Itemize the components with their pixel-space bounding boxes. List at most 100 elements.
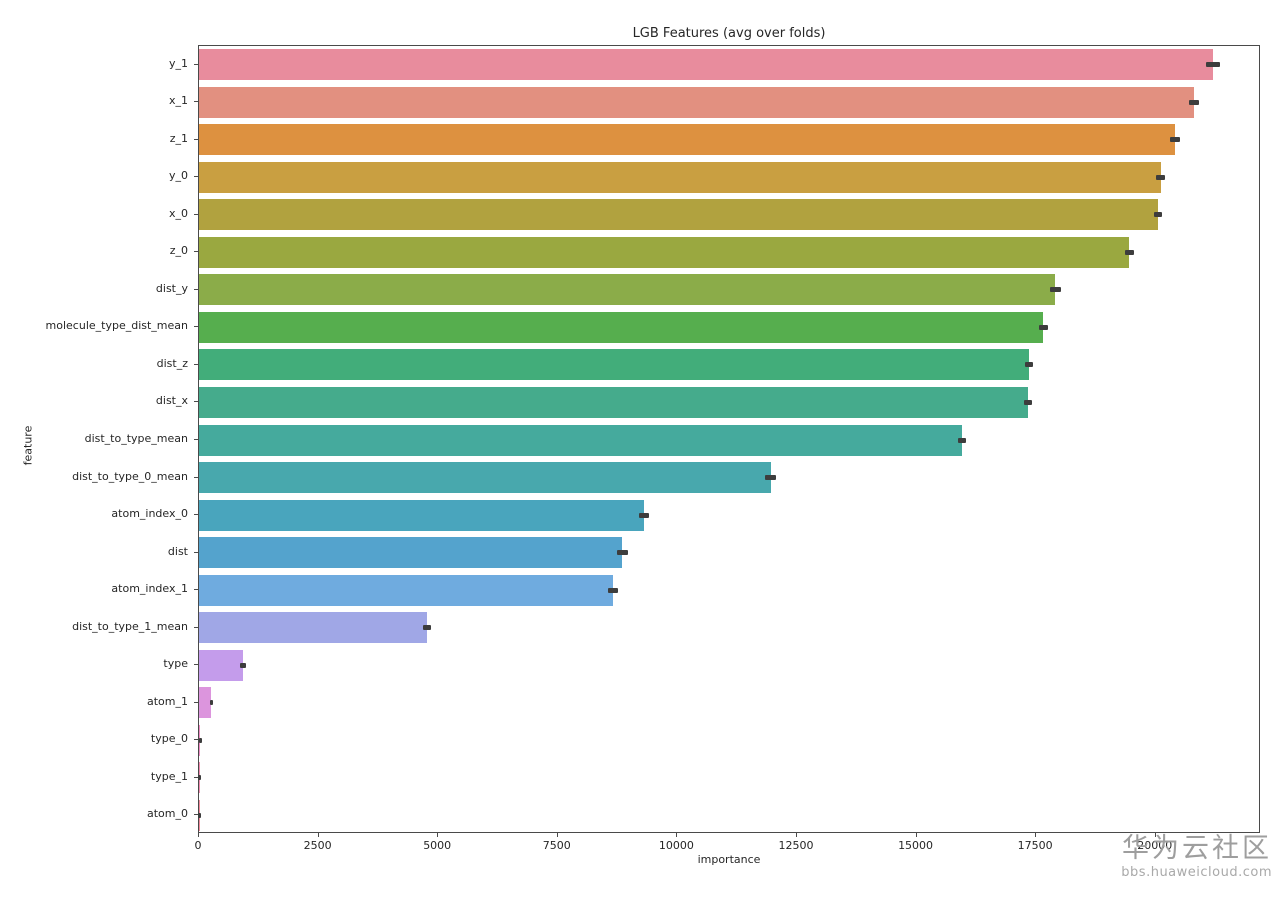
y-tick-label-y_0: y_0 (168, 169, 188, 183)
error-bar-z_1 (1169, 137, 1180, 143)
y-tick (194, 814, 198, 816)
bar-dist_z (199, 349, 1029, 381)
x-tick-label-12500: 12500 (778, 839, 814, 852)
y-tick (194, 701, 198, 703)
y-tick (194, 63, 198, 65)
y-tick-label-atom_0: atom_0 (147, 807, 188, 821)
x-tick (915, 833, 917, 837)
error-bar-dist_to_type_1_mean (422, 625, 431, 631)
bar-z_1 (199, 124, 1175, 156)
y-tick (194, 401, 198, 403)
bar-type (199, 649, 243, 681)
y-tick (194, 476, 198, 478)
error-bar-atom_index_0 (639, 512, 649, 518)
error-bar-y_0 (1155, 174, 1166, 180)
x-tick (676, 833, 678, 837)
y-tick-label-type_1: type_1 (150, 769, 188, 783)
y-tick (194, 551, 198, 553)
watermark-url-text: bbs.huaweicloud.com (1121, 864, 1272, 880)
error-bar-dist_x (1023, 399, 1033, 405)
y-tick (194, 138, 198, 140)
x-tick (1154, 833, 1156, 837)
x-tick-label-20000: 20000 (1137, 839, 1173, 852)
y-tick (194, 176, 198, 178)
y-tick (194, 213, 198, 215)
x-tick-label-0: 0 (194, 839, 202, 852)
error-bar-dist_z (1024, 362, 1034, 368)
y-tick-label-x_1: x_1 (168, 94, 188, 108)
bar-dist_to_type_1_mean (199, 612, 427, 644)
y-tick-label-x_0: x_0 (168, 206, 188, 220)
y-tick-label-atom_1: atom_1 (147, 694, 188, 708)
bar-x_0 (199, 199, 1159, 231)
plot-area (197, 45, 1260, 833)
x-axis-label: importance (697, 853, 761, 866)
y-tick-label-type: type (163, 657, 188, 671)
error-bar-molecule_type_dist_mean (1039, 324, 1048, 330)
y-tick (194, 589, 198, 591)
error-bar-type_1 (197, 775, 201, 781)
y-tick (194, 739, 198, 741)
y-tick (194, 626, 198, 628)
bar-z_0 (199, 236, 1130, 268)
y-tick-label-dist_z: dist_z (156, 356, 188, 370)
x-tick-label-7500: 7500 (542, 839, 571, 852)
error-bar-z_0 (1124, 249, 1135, 255)
y-tick-label-atom_index_1: atom_index_1 (111, 582, 188, 596)
y-tick (194, 776, 198, 778)
x-tick (1035, 833, 1037, 837)
bar-atom_1 (199, 687, 212, 719)
bar-dist_x (199, 386, 1029, 418)
bar-dist_to_type_mean (199, 424, 962, 456)
y-tick-label-dist_x: dist_x (155, 394, 188, 408)
y-tick-label-dist: dist (167, 544, 188, 558)
bar-dist (199, 537, 623, 569)
bar-y_1 (199, 49, 1214, 81)
x-tick-label-17500: 17500 (1017, 839, 1053, 852)
error-bar-atom_0 (197, 812, 201, 818)
y-tick (194, 251, 198, 253)
y-tick-label-type_0: type_0 (150, 732, 188, 746)
y-tick-label-dist_to_type_1_mean: dist_to_type_1_mean (72, 619, 188, 633)
bar-atom_index_1 (199, 574, 613, 606)
y-tick-label-molecule_type_dist_mean: molecule_type_dist_mean (45, 319, 188, 333)
error-bar-x_0 (1153, 212, 1163, 218)
y-tick-label-dist_to_type_0_mean: dist_to_type_0_mean (72, 469, 188, 483)
x-tick (437, 833, 439, 837)
bar-y_0 (199, 161, 1161, 193)
y-tick (194, 439, 198, 440)
x-tick (795, 833, 797, 837)
bar-molecule_type_dist_mean (199, 311, 1044, 343)
chart-title: LGB Features (avg over folds) (632, 26, 826, 41)
error-bar-dist_to_type_mean (957, 437, 967, 443)
error-bar-x_1 (1189, 99, 1199, 105)
error-bar-dist_y (1049, 287, 1062, 293)
y-tick (194, 101, 198, 103)
error-bar-dist_to_type_0_mean (764, 475, 777, 481)
x-tick-label-5000: 5000 (423, 839, 452, 852)
x-tick-label-10000: 10000 (658, 839, 694, 852)
y-tick (194, 363, 198, 365)
x-tick-label-2500: 2500 (303, 839, 332, 852)
bar-atom_index_0 (199, 499, 644, 531)
y-tick-label-z_1: z_1 (169, 131, 188, 145)
y-tick (194, 326, 198, 328)
x-tick (198, 833, 199, 837)
x-tick (317, 833, 319, 837)
y-tick-label-dist_to_type_mean: dist_to_type_mean (84, 432, 188, 445)
y-tick (194, 288, 198, 290)
y-axis-label: feature (21, 425, 35, 466)
y-tick-label-z_0: z_0 (169, 244, 188, 258)
y-tick (194, 664, 198, 666)
y-tick (194, 514, 198, 516)
x-tick-label-15000: 15000 (898, 839, 934, 852)
error-bar-atom_index_1 (608, 587, 618, 593)
bar-dist_y (199, 274, 1056, 306)
bar-x_1 (199, 86, 1195, 118)
bar-dist_to_type_0_mean (199, 462, 771, 494)
y-tick-label-atom_index_0: atom_index_0 (111, 507, 188, 521)
error-bar-dist (617, 550, 628, 556)
error-bar-atom_1 (209, 700, 214, 706)
error-bar-type_0 (198, 737, 202, 743)
